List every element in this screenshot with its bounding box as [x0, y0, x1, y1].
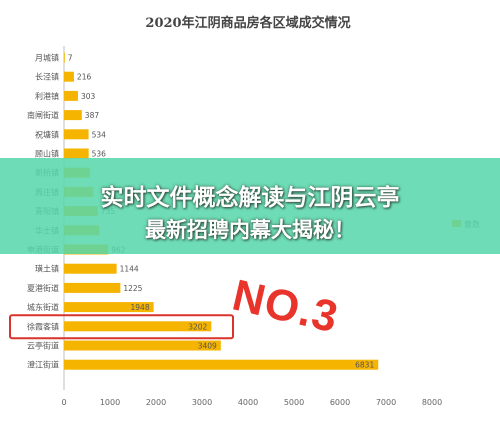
y-tick-label: 璜土镇	[35, 264, 59, 274]
data-label: 1948	[131, 303, 150, 312]
data-label: 1225	[123, 284, 142, 293]
bar	[64, 321, 212, 332]
y-tick-label: 祝塘镇	[35, 129, 59, 139]
data-label: 216	[77, 73, 92, 82]
data-label: 536	[92, 150, 107, 159]
y-tick-label: 南闸街道	[27, 110, 59, 120]
x-tick-label: 3000	[192, 398, 212, 407]
y-tick-label: 徐霞客镇	[27, 321, 59, 331]
y-tick-label: 顾山镇	[35, 149, 59, 159]
bar	[64, 263, 117, 274]
data-label: 1144	[120, 265, 139, 274]
bar	[64, 110, 82, 121]
bar	[64, 129, 89, 140]
y-tick-label: 夏港街道	[27, 283, 59, 293]
y-tick-label: 长泾镇	[35, 72, 59, 82]
data-label: 7	[68, 54, 73, 63]
headline-line-1: 实时文件概念解读与江阴云亭	[100, 185, 400, 211]
y-tick-label: 云亭街道	[27, 341, 59, 351]
highlight-box	[9, 314, 234, 340]
x-tick-label: 1000	[100, 398, 120, 407]
y-tick-label: 澄江街道	[27, 360, 59, 370]
bar	[64, 340, 221, 351]
bar	[64, 52, 65, 63]
data-label: 303	[81, 92, 96, 101]
data-label: 3202	[188, 322, 207, 331]
headline-banner	[0, 158, 500, 254]
x-tick-label: 4000	[238, 398, 258, 407]
bar	[64, 302, 154, 313]
data-label: 6831	[355, 361, 374, 370]
x-tick-label: 2000	[146, 398, 166, 407]
bar	[64, 71, 74, 82]
bar	[64, 359, 379, 370]
data-label: 3409	[198, 342, 217, 351]
x-tick-label: 8000	[422, 398, 442, 407]
bar	[64, 90, 78, 101]
x-tick-label: 0	[61, 398, 66, 407]
x-tick-label: 5000	[284, 398, 304, 407]
x-tick-label: 6000	[330, 398, 350, 407]
data-label: 387	[85, 111, 100, 120]
headline-line-2: 最新招聘内幕大揭秘！	[145, 218, 355, 242]
y-tick-label: 月城镇	[35, 53, 59, 63]
y-tick-label: 利港镇	[35, 91, 59, 101]
chart-title: 2020年江阴商品房各区域成交情况	[145, 15, 350, 31]
y-tick-label: 城东街道	[27, 302, 59, 312]
data-label: 534	[92, 130, 107, 139]
bar	[64, 148, 89, 159]
bar	[64, 282, 121, 293]
x-tick-label: 7000	[376, 398, 396, 407]
